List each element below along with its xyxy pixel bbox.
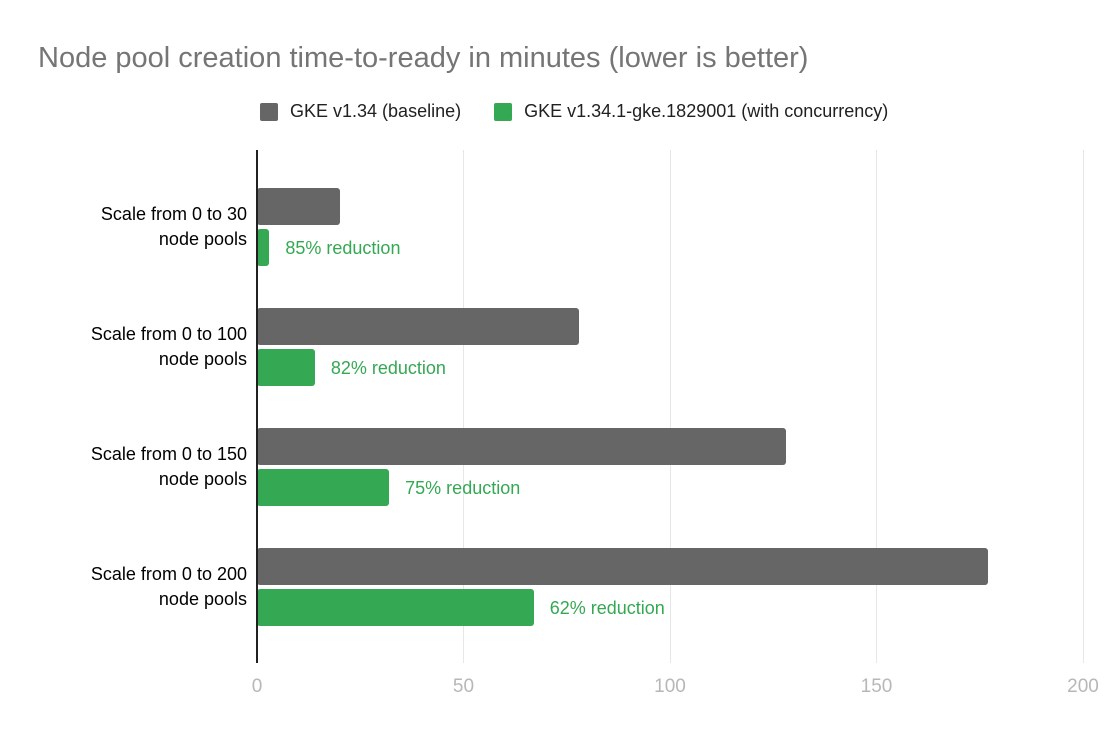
legend-item-concurrency: GKE v1.34.1-gke.1829001 (with concurrenc… xyxy=(494,101,888,122)
category-label-line1: Scale from 0 to 30 xyxy=(100,204,247,224)
reduction-annotation-row4: 62% reduction xyxy=(549,598,665,618)
category-label-row2: Scale from 0 to 100 node pools xyxy=(0,322,247,372)
x-tick-label-200: 200 xyxy=(1067,676,1099,697)
legend-swatch-gray xyxy=(260,102,278,121)
reduction-annotation-row1: 85% reduction xyxy=(285,238,401,258)
category-label-line1: Scale from 0 to 200 xyxy=(90,564,247,584)
category-label-row1: Scale from 0 to 30 node pools xyxy=(0,202,247,252)
bar-concurrency-row4 xyxy=(257,589,534,626)
bar-concurrency-row1 xyxy=(257,229,270,266)
bar-baseline-row4 xyxy=(257,548,988,585)
gridline-100 xyxy=(669,150,671,663)
bar-baseline-row1 xyxy=(257,188,340,225)
reduction-annotation-row3: 75% reduction xyxy=(405,478,521,498)
x-tick-label-150: 150 xyxy=(860,676,893,697)
y-axis-line xyxy=(256,150,258,663)
chart-title: Node pool creation time-to-ready in minu… xyxy=(38,42,809,74)
x-tick-label-50: 50 xyxy=(452,676,475,697)
gridline-150 xyxy=(876,150,877,663)
legend-label: GKE v1.34.1-gke.1829001 (with concurrenc… xyxy=(524,101,889,121)
x-tick-label-0: 0 xyxy=(251,676,263,697)
reduction-annotation-row2: 82% reduction xyxy=(330,358,446,378)
category-label-line2: node pools xyxy=(158,469,247,489)
gridline-200 xyxy=(1082,150,1084,663)
x-tick-label-100: 100 xyxy=(654,676,686,697)
bar-baseline-row3 xyxy=(257,428,786,465)
gridline-50 xyxy=(463,150,464,663)
category-label-line2: node pools xyxy=(158,349,247,369)
bar-baseline-row2 xyxy=(257,308,580,345)
category-label-line2: node pools xyxy=(158,589,247,609)
category-label-line1: Scale from 0 to 150 xyxy=(90,444,247,464)
legend-item-baseline: GKE v1.34 (baseline) xyxy=(260,101,461,122)
legend-label: GKE v1.34 (baseline) xyxy=(290,101,462,121)
bar-concurrency-row2 xyxy=(257,349,315,386)
category-label-line1: Scale from 0 to 100 xyxy=(90,324,247,344)
legend: GKE v1.34 (baseline) GKE v1.34.1-gke.1829… xyxy=(260,101,888,122)
category-label-row3: Scale from 0 to 150 node pools xyxy=(0,442,247,492)
category-label-row4: Scale from 0 to 200 node pools xyxy=(0,562,247,612)
category-label-line2: node pools xyxy=(158,229,247,249)
bar-concurrency-row3 xyxy=(257,469,390,506)
legend-swatch-green xyxy=(494,102,513,121)
